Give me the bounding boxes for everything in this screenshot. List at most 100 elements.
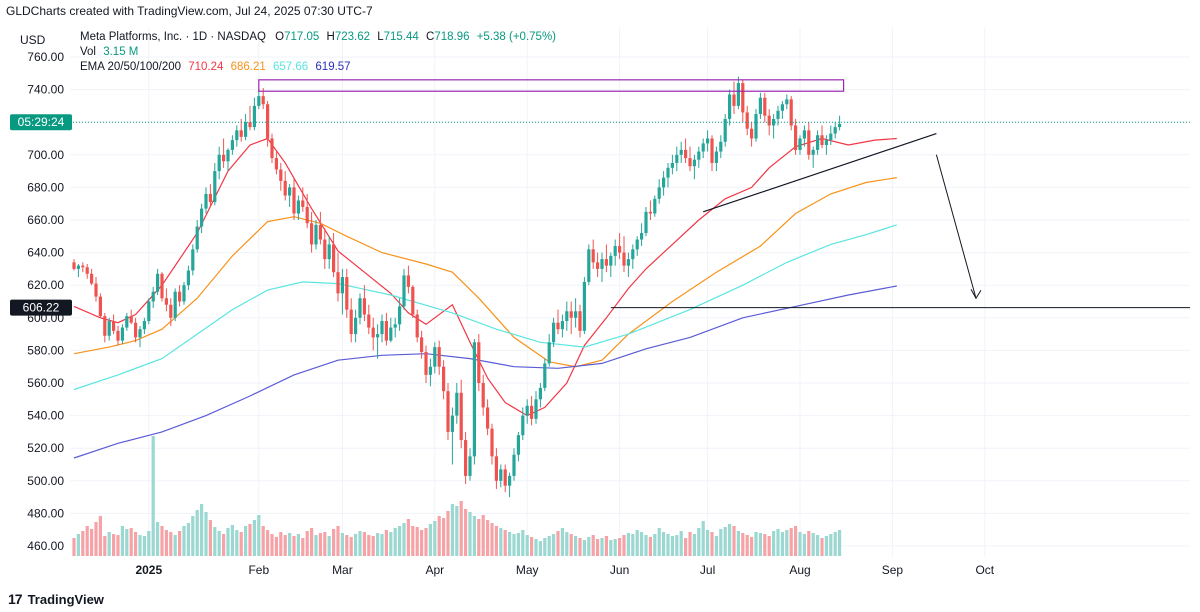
volume-bar <box>424 528 428 556</box>
close-value: 718.96 <box>434 31 470 43</box>
ema-label[interactable]: EMA 20/50/100/200 <box>80 61 182 73</box>
x-tick-label: Sep <box>882 563 904 577</box>
volume-bar <box>758 533 762 556</box>
x-tick-label: Jun <box>610 563 629 577</box>
volume-bar <box>450 504 454 556</box>
volume-bar <box>178 531 182 556</box>
candle-body <box>120 327 124 341</box>
candle-body <box>248 122 252 128</box>
candle-body <box>798 138 802 150</box>
volume-bar <box>332 529 336 556</box>
candle-body <box>296 200 300 214</box>
volume-bar <box>437 516 441 556</box>
volume-bar <box>371 536 375 556</box>
volume-bar <box>684 538 688 556</box>
volume-bar <box>415 527 419 556</box>
volume-bar <box>670 536 674 556</box>
candle-body <box>424 352 428 375</box>
volume-layer <box>72 436 842 556</box>
tradingview-logo-icon: 17 <box>8 591 23 607</box>
candle-body <box>252 105 256 128</box>
candle-body <box>459 392 463 441</box>
volume-bar <box>613 539 617 556</box>
projection-arrow <box>935 154 977 299</box>
candle-body <box>604 259 608 266</box>
volume-bar <box>270 534 274 556</box>
volume-bar <box>701 521 705 556</box>
symbol-title[interactable]: Meta Platforms, Inc. · 1D · NASDAQ <box>80 31 266 43</box>
y-tick-label: 680.00 <box>27 180 64 194</box>
candle-body <box>327 244 331 260</box>
volume-bar <box>120 526 124 556</box>
candle-body <box>785 99 789 105</box>
y-tick-label: 740.00 <box>27 83 64 97</box>
open-value: 717.05 <box>284 31 320 43</box>
volume-bar <box>129 528 133 556</box>
candle-body <box>750 128 754 139</box>
candle-body <box>415 314 419 338</box>
volume-bar <box>679 531 683 556</box>
symbol-row: Meta Platforms, Inc. · 1D · NASDAQ O717.… <box>80 30 556 45</box>
volume-bar <box>336 526 340 556</box>
volume-bar <box>472 516 476 556</box>
volume-bar <box>98 516 102 556</box>
volume-bar <box>376 533 380 556</box>
candle-body <box>160 273 164 299</box>
candle-body <box>530 405 534 419</box>
volume-bar <box>609 540 613 556</box>
x-tick-label: 2025 <box>135 563 162 577</box>
candle-body <box>582 281 586 331</box>
y-tick-label: 540.00 <box>27 409 64 423</box>
candle-body <box>741 83 745 113</box>
candle-body <box>468 456 472 476</box>
time-axis: 2025 Feb Mar Apr May Jun Jul Aug Sep Oct <box>135 563 994 577</box>
brand-footer[interactable]: 17 TradingView <box>8 591 104 607</box>
volume-bar <box>244 526 248 556</box>
volume-bar <box>173 535 177 556</box>
volume-bar <box>380 534 384 556</box>
price-label-bg <box>10 114 72 131</box>
volume-bar <box>76 534 80 556</box>
y-tick-label: 660.00 <box>27 213 64 227</box>
candle-body <box>723 118 727 142</box>
volume-bar <box>838 530 842 556</box>
volume-bar <box>767 536 771 556</box>
candle-body <box>345 277 349 310</box>
volume-bar <box>235 530 239 556</box>
candle-body <box>556 322 560 330</box>
candle-body <box>142 321 146 330</box>
ema-row: EMA 20/50/100/200 710.24 686.21 657.66 6… <box>80 60 556 75</box>
volume-bar <box>433 521 437 556</box>
volume-bar <box>204 512 208 556</box>
volume-bar <box>446 511 450 556</box>
volume-bar <box>248 524 252 556</box>
y-tick-label: 760.00 <box>27 50 64 64</box>
candle-body <box>684 149 688 159</box>
candle-body <box>433 347 437 367</box>
candle-body <box>138 329 142 338</box>
candle-body <box>235 130 239 141</box>
x-tick-label: Feb <box>248 563 269 577</box>
volume-bar <box>420 530 424 556</box>
candle-body <box>472 342 476 457</box>
candle-body <box>719 141 723 152</box>
volume-bar <box>94 522 98 556</box>
candle-body <box>640 233 644 240</box>
volume-bar <box>252 520 256 556</box>
candle-body <box>323 239 327 260</box>
volume-bar <box>587 537 591 556</box>
volume-bar <box>807 531 811 556</box>
candle-body <box>508 475 512 486</box>
change-value: +5.38 (+0.75%) <box>476 31 556 43</box>
candle-body <box>772 118 776 126</box>
volume-bar <box>191 516 195 556</box>
candle-body <box>446 391 450 432</box>
ema20-line <box>73 137 897 417</box>
candle-body <box>208 193 212 203</box>
ema50-line <box>73 177 897 368</box>
candle-body <box>807 130 811 155</box>
candle-body <box>367 314 371 328</box>
candle-body <box>340 277 344 294</box>
vol-label[interactable]: Vol <box>80 46 96 58</box>
